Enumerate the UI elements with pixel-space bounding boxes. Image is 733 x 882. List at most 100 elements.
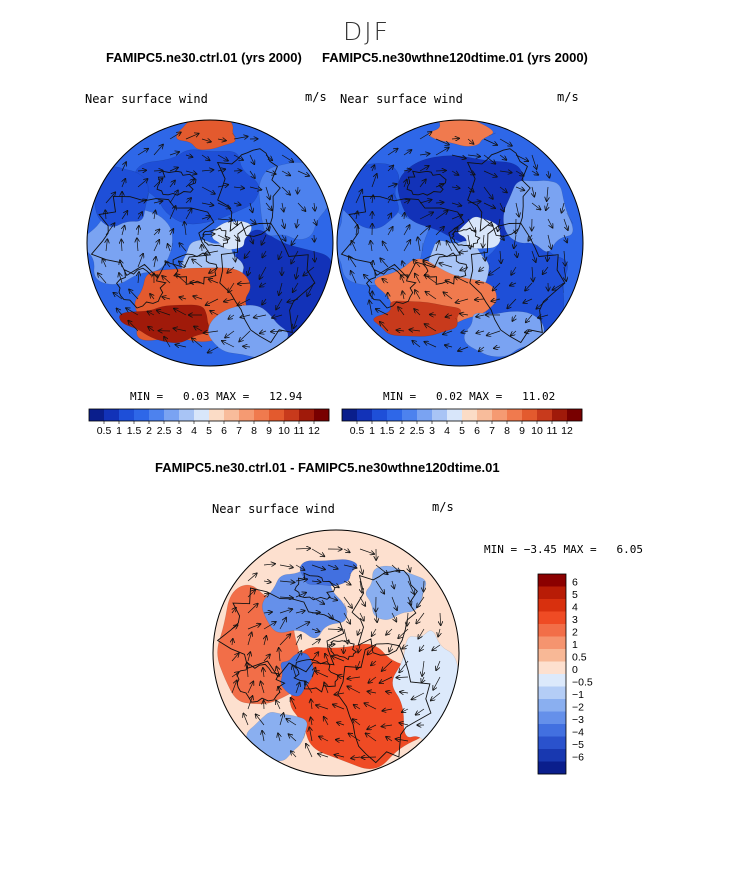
colorbar-label: 1 bbox=[116, 425, 122, 437]
wind-arrow bbox=[361, 757, 377, 758]
wind-arrow bbox=[493, 282, 501, 290]
wind-arrow bbox=[426, 292, 437, 300]
wind-arrow bbox=[415, 274, 421, 284]
wind-arrow bbox=[105, 223, 115, 236]
colorbar-swatch bbox=[104, 409, 120, 421]
colorbar-swatch bbox=[432, 409, 448, 421]
wind-arrow bbox=[327, 612, 333, 619]
wind-arrow bbox=[106, 239, 107, 252]
wind-arrow bbox=[400, 692, 409, 693]
wind-arrow bbox=[263, 612, 272, 613]
wind-arrow bbox=[351, 271, 357, 284]
wind-arrow bbox=[403, 240, 410, 252]
wind-arrow bbox=[105, 210, 106, 220]
wind-arrow bbox=[419, 200, 431, 204]
wind-arrow bbox=[548, 170, 549, 178]
wind-arrow bbox=[398, 628, 409, 638]
panel-1-variable: Near surface wind bbox=[85, 92, 208, 106]
wind-arrow bbox=[291, 250, 299, 263]
wind-arrow bbox=[372, 165, 374, 172]
wind-arrow bbox=[396, 677, 409, 678]
panel-2-title: FAMIPC5.ne30wthne120dtime.01 (yrs 2000) bbox=[322, 50, 588, 65]
wind-arrow bbox=[234, 218, 237, 225]
wind-arrow bbox=[420, 644, 425, 651]
wind-arrow bbox=[372, 261, 373, 268]
wind-arrow bbox=[515, 154, 528, 161]
wind-arrow bbox=[314, 202, 315, 211]
wind-arrow bbox=[279, 282, 283, 295]
colorbar-label: 5 bbox=[206, 425, 212, 437]
wind-arrow bbox=[563, 218, 568, 230]
wind-arrow bbox=[194, 327, 203, 332]
colorbar-swatch bbox=[462, 409, 478, 421]
wind-arrow bbox=[314, 250, 315, 262]
wind-arrow bbox=[263, 668, 264, 678]
wind-arrow bbox=[231, 653, 239, 662]
wind-arrow bbox=[238, 298, 251, 305]
wind-arrow bbox=[355, 190, 362, 204]
wind-arrow bbox=[305, 681, 313, 694]
wind-arrow bbox=[368, 676, 377, 683]
wind-arrow bbox=[483, 234, 484, 247]
wind-arrow bbox=[306, 744, 313, 758]
wind-arrow bbox=[547, 218, 553, 228]
wind-arrow bbox=[407, 612, 408, 626]
colorbar-frame bbox=[537, 573, 567, 775]
wind-arrow bbox=[372, 195, 373, 204]
colorbar-swatch bbox=[342, 409, 358, 421]
map-boundary-ctrl bbox=[86, 119, 334, 367]
wind-arrow bbox=[351, 757, 361, 758]
wind-arrow bbox=[386, 628, 393, 635]
wind-arrow bbox=[425, 275, 437, 284]
wind-arrow bbox=[297, 170, 309, 176]
wind-arrow bbox=[335, 755, 345, 757]
wind-arrow bbox=[347, 686, 361, 694]
wind-arrow bbox=[432, 644, 441, 650]
wind-arrow bbox=[523, 298, 533, 303]
colorbar-label: 6 bbox=[474, 425, 480, 437]
map-diff bbox=[212, 529, 460, 777]
wind-arrow bbox=[451, 171, 458, 175]
wind-arrow bbox=[119, 273, 122, 284]
wind-arrow bbox=[423, 261, 437, 268]
wind-arrow bbox=[467, 218, 475, 232]
colorbar-label: 6 bbox=[221, 425, 227, 437]
wind-arrow bbox=[483, 186, 493, 199]
panel-1-min-value: 0.03 bbox=[183, 390, 210, 403]
wind-speed-field-test bbox=[337, 120, 583, 366]
colorbar-swatch bbox=[477, 409, 493, 421]
wind-arrow bbox=[531, 202, 540, 210]
wind-arrow bbox=[295, 635, 301, 646]
wind-arrow bbox=[105, 192, 115, 204]
wind-arrow bbox=[281, 154, 293, 162]
colorbar-swatch bbox=[567, 409, 583, 421]
colorbar-label: 9 bbox=[266, 425, 272, 437]
colorbar-label: 7 bbox=[236, 425, 242, 437]
wind-arrow bbox=[137, 179, 148, 188]
wind-arrow bbox=[455, 277, 469, 284]
wind-arrow bbox=[122, 179, 125, 188]
wind-arrow bbox=[153, 201, 162, 203]
wind-arrow bbox=[451, 227, 458, 236]
wind-arrow bbox=[137, 170, 146, 171]
colorbar-swatch bbox=[538, 686, 566, 700]
wind-arrow bbox=[254, 315, 267, 318]
wind-arrow bbox=[479, 267, 485, 271]
colorbar-label: 2.5 bbox=[410, 425, 425, 437]
wind-arrow bbox=[483, 218, 493, 226]
wind-arrow bbox=[281, 170, 290, 175]
wind-arrow bbox=[282, 234, 286, 241]
colorbar-label: 12 bbox=[308, 425, 320, 437]
wind-arrow bbox=[176, 345, 187, 347]
colorbar-label: 3 bbox=[572, 614, 578, 626]
contour-region bbox=[428, 120, 496, 147]
wind-arrow bbox=[476, 315, 485, 317]
colorbar-swatch bbox=[387, 409, 403, 421]
colorbar-swatch bbox=[538, 661, 566, 675]
wind-arrow bbox=[435, 171, 446, 172]
wind-arrow bbox=[333, 705, 345, 710]
wind-arrow bbox=[295, 611, 305, 613]
wind-arrow bbox=[525, 331, 533, 332]
wind-arrow bbox=[117, 309, 123, 316]
